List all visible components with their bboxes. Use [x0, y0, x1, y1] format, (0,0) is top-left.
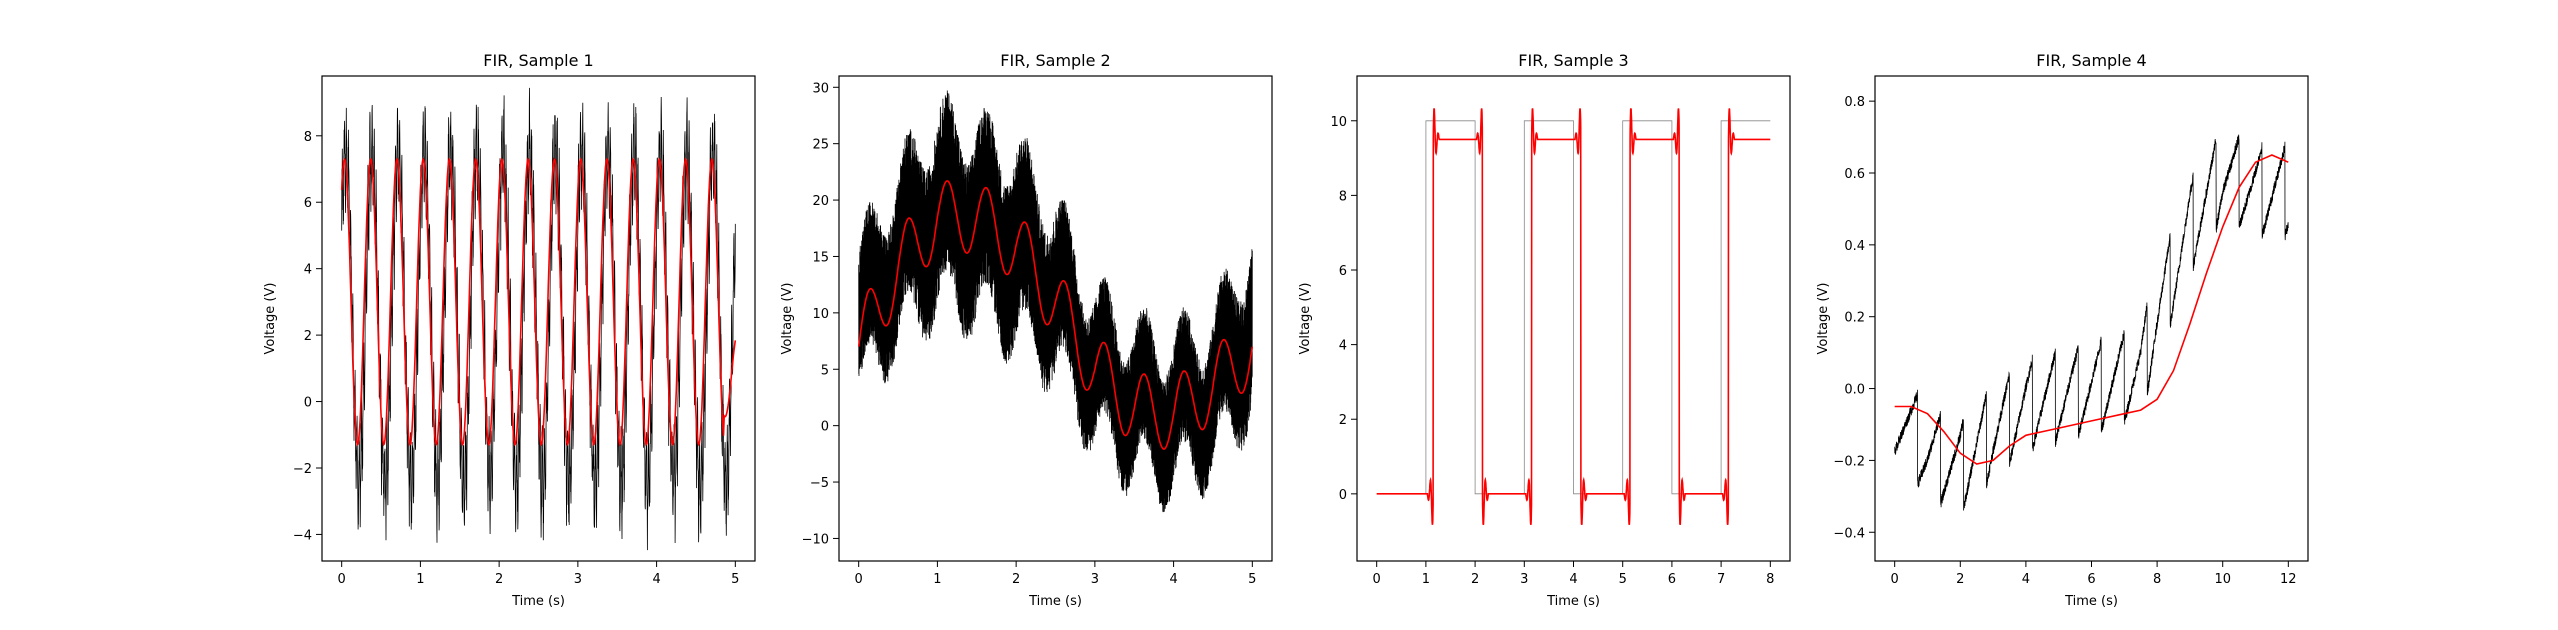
plot-area [340, 87, 737, 551]
chart-title: FIR, Sample 2 [1000, 51, 1110, 70]
y-tick-label: 4 [304, 263, 312, 278]
y-tick-label: 30 [812, 81, 829, 96]
x-axis-label: Time (s) [1028, 594, 1082, 609]
y-tick-label: −4 [293, 528, 312, 543]
x-tick-label: 12 [2280, 572, 2297, 587]
y-tick-label: 5 [821, 363, 829, 378]
series-raw [858, 90, 1253, 513]
y-tick-label: 0.8 [1844, 95, 1865, 110]
x-tick-label: 6 [2087, 572, 2095, 587]
series-filtered [1894, 154, 2289, 465]
x-tick-label: 1 [416, 572, 424, 587]
series-filtered [340, 157, 737, 447]
chart-panel-1: 0 1 2 3 4 5 −4 −2 0 2 4 6 8 FIR, Sample 1 Time (s) Volt… [263, 51, 756, 609]
x-tick-label: 8 [1766, 572, 1774, 587]
x-tick-label: 8 [2153, 572, 2161, 587]
x-tick-label: 1 [933, 572, 941, 587]
y-tick-label: 0.2 [1844, 311, 1865, 326]
x-tick-label: 3 [1091, 572, 1099, 587]
y-tick-label: −5 [810, 476, 829, 491]
y-tick-label: −0.4 [1833, 526, 1865, 541]
plot-area [1376, 108, 1771, 525]
y-tick-label: 10 [812, 307, 829, 322]
y-tick-label: 2 [304, 329, 312, 344]
chart-panel-2: 0 1 2 3 4 5 −10 −5 0 5 10 15 20 25 30 FIR, Sample 2 Time… [780, 51, 1273, 609]
y-tick-label: 8 [304, 130, 312, 145]
y-tick-label: 0.4 [1844, 239, 1865, 254]
x-tick-label: 4 [1169, 572, 1177, 587]
y-tick-label: 10 [1330, 115, 1347, 130]
chart-title: FIR, Sample 3 [1518, 51, 1628, 70]
x-tick-label: 1 [1422, 572, 1430, 587]
x-tick-label: 10 [2214, 572, 2231, 587]
x-tick-label: 5 [1619, 572, 1627, 587]
x-tick-label: 2 [495, 572, 503, 587]
y-tick-label: 6 [304, 196, 312, 211]
x-tick-label: 4 [652, 572, 660, 587]
y-tick-label: 0 [1339, 488, 1347, 503]
y-axis-label: Voltage (V) [1298, 283, 1313, 355]
y-tick-label: 25 [812, 138, 829, 153]
y-tick-label: 2 [1339, 413, 1347, 428]
y-tick-label: 0.0 [1844, 383, 1865, 398]
x-tick-label: 4 [2022, 572, 2030, 587]
x-tick-label: 0 [338, 572, 346, 587]
y-tick-label: −0.2 [1833, 454, 1865, 469]
x-tick-label: 3 [574, 572, 582, 587]
y-tick-label: 8 [1339, 189, 1347, 204]
y-tick-label: −10 [802, 532, 829, 547]
chart-panel-4: 0 2 4 6 8 10 12 −0.4 −0.2 0.0 0.2 0.4 0.6 0.8 FIR, Sam… [1816, 51, 2309, 609]
x-tick-label: 2 [1471, 572, 1479, 587]
y-tick-label: 6 [1339, 264, 1347, 279]
axes-frame [838, 75, 1273, 562]
x-tick-label: 2 [1956, 572, 1964, 587]
chart-title: FIR, Sample 1 [483, 51, 593, 70]
y-tick-label: 20 [812, 194, 829, 209]
x-tick-label: 5 [1248, 572, 1256, 587]
y-tick-label: 0 [304, 396, 312, 411]
y-axis-label: Voltage (V) [263, 283, 278, 355]
chart-title: FIR, Sample 4 [2036, 51, 2146, 70]
x-tick-label: 7 [1717, 572, 1725, 587]
y-tick-label: 0.6 [1844, 167, 1865, 182]
x-axis-label: Time (s) [1546, 594, 1600, 609]
chart-panel-3: 0 1 2 3 4 5 6 7 8 0 2 4 6 8 10 FIR, Sample 3 Time (s) Vol… [1298, 51, 1791, 609]
y-tick-label: 0 [821, 420, 829, 435]
x-tick-label: 5 [731, 572, 739, 587]
series-filtered [1376, 108, 1771, 525]
y-axis-label: Voltage (V) [1816, 283, 1831, 355]
x-tick-label: 3 [1520, 572, 1528, 587]
y-tick-label: −2 [293, 462, 312, 477]
y-axis-label: Voltage (V) [780, 283, 795, 355]
x-tick-label: 0 [855, 572, 863, 587]
y-tick-label: 15 [812, 250, 829, 265]
x-tick-label: 6 [1668, 572, 1676, 587]
x-tick-label: 2 [1012, 572, 1020, 587]
series-raw [1894, 134, 2289, 511]
plot-area [1894, 134, 2289, 511]
x-tick-label: 4 [1569, 572, 1577, 587]
axes-frame [321, 75, 756, 562]
x-axis-label: Time (s) [2064, 594, 2118, 609]
x-tick-label: 0 [1373, 572, 1381, 587]
x-axis-label: Time (s) [511, 594, 565, 609]
plot-area [857, 90, 1254, 513]
x-tick-label: 0 [1891, 572, 1899, 587]
y-tick-label: 4 [1339, 339, 1347, 354]
series-filtered [857, 180, 1254, 450]
